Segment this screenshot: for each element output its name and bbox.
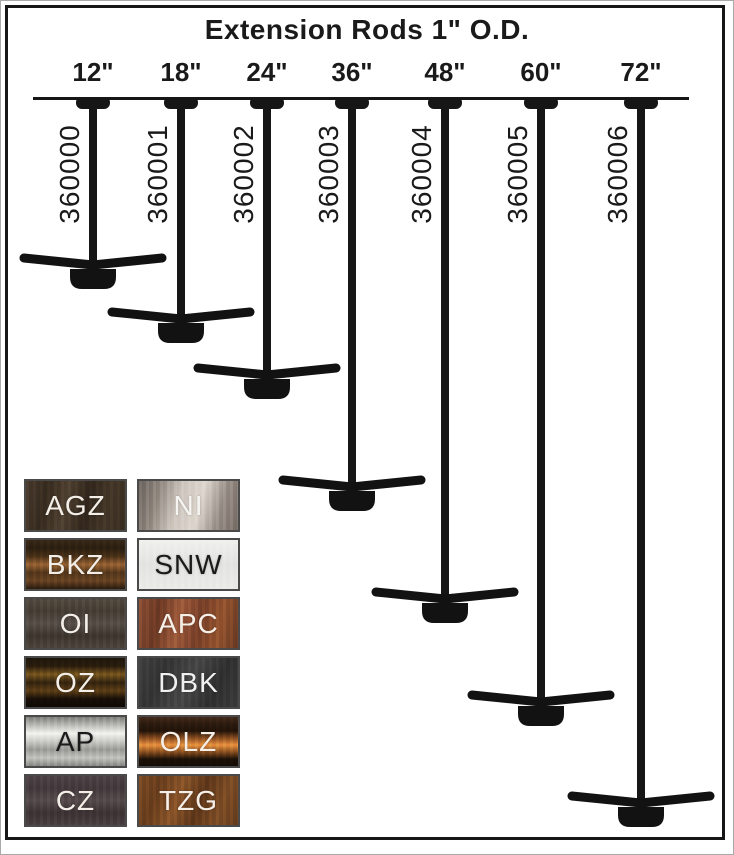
light-kit-bowl-icon: [244, 379, 290, 399]
rod: [441, 105, 449, 596]
rod-model-number: 360005: [502, 112, 533, 236]
rod-model-number-text: 360005: [502, 124, 533, 224]
finish-code-label: DBK: [158, 666, 219, 698]
rod-model-number: 360000: [54, 112, 85, 236]
ceiling-fan-fixture: [567, 791, 715, 827]
finish-code-label: NI: [173, 489, 204, 521]
rod-size-label: 60": [520, 57, 562, 87]
rod-model-number: 360001: [142, 112, 173, 236]
ceiling-fan-fixture: [19, 253, 167, 289]
light-kit-bowl-icon: [518, 706, 564, 726]
finish-code-label: BKZ: [46, 548, 105, 580]
rod-size-label: 18": [160, 57, 202, 87]
rod: [637, 105, 645, 800]
rod: [348, 105, 356, 484]
canopy-mount: [335, 98, 369, 109]
ceiling-fan-fixture: [193, 363, 341, 399]
canopy-mount: [624, 98, 658, 109]
rod: [537, 105, 545, 699]
finish-code-label: AP: [55, 725, 96, 757]
rod-size-label: 36": [331, 57, 373, 87]
canopy-mount: [164, 98, 198, 109]
finish-swatch: SNW: [137, 538, 240, 591]
rod-model-number-text: 360003: [313, 124, 344, 224]
ceiling-fan-fixture: [371, 587, 519, 623]
ceiling-fan-fixture: [278, 475, 426, 511]
finish-swatch: OI: [24, 597, 127, 650]
fan-blades-icon: [371, 587, 519, 604]
rod-model-number-text: 360004: [406, 124, 437, 224]
fan-blades-icon: [193, 363, 341, 380]
rod-model-number: 360006: [602, 112, 633, 236]
rod: [263, 105, 271, 372]
rod-size-label: 24": [246, 57, 288, 87]
finish-code-label: OLZ: [159, 725, 218, 757]
ceiling-fan-fixture: [467, 690, 615, 726]
rod-model-number-text: 360002: [228, 124, 259, 224]
fan-blades-icon: [567, 791, 715, 808]
page-title: Extension Rods 1" O.D.: [204, 14, 530, 45]
finish-swatch: TZG: [137, 774, 240, 827]
rod-model-number-text: 360001: [142, 124, 173, 224]
finish-code-label: SNW: [154, 548, 223, 580]
finish-swatch: CZ: [24, 774, 127, 827]
rod-model-number-text: 360000: [54, 124, 85, 224]
finish-code-label: AGZ: [45, 489, 106, 521]
finish-code-label: OZ: [55, 666, 96, 698]
finish-swatch: NI: [137, 479, 240, 532]
fan-blades-icon: [19, 253, 167, 270]
rod-model-number: 360004: [406, 112, 437, 236]
rod: [89, 105, 97, 262]
finish-swatch: OLZ: [137, 715, 240, 768]
canopy-mount: [250, 98, 284, 109]
fan-blades-icon: [278, 475, 426, 492]
finish-swatch: APC: [137, 597, 240, 650]
ceiling-fan-fixture: [107, 307, 255, 343]
finish-code-label: APC: [158, 607, 219, 639]
finish-swatch: AP: [24, 715, 127, 768]
finish-swatch: DBK: [137, 656, 240, 709]
rod-size-label: 72": [620, 57, 662, 87]
light-kit-bowl-icon: [618, 807, 664, 827]
light-kit-bowl-icon: [158, 323, 204, 343]
finish-swatch: OZ: [24, 656, 127, 709]
canopy-mount: [524, 98, 558, 109]
canopy-mount: [428, 98, 462, 109]
fan-blades-icon: [467, 690, 615, 707]
finish-code-label: CZ: [55, 784, 96, 816]
rod-model-number-text: 360006: [602, 124, 633, 224]
rod: [177, 105, 185, 316]
rod-size-label: 48": [424, 57, 466, 87]
rod-model-number: 360002: [228, 112, 259, 236]
finish-code-label: TZG: [159, 784, 218, 816]
light-kit-bowl-icon: [70, 269, 116, 289]
light-kit-bowl-icon: [329, 491, 375, 511]
finish-swatch: BKZ: [24, 538, 127, 591]
rod-size-label: 12": [72, 57, 114, 87]
fan-blades-icon: [107, 307, 255, 324]
canopy-mount: [76, 98, 110, 109]
finish-swatch: AGZ: [24, 479, 127, 532]
light-kit-bowl-icon: [422, 603, 468, 623]
finish-code-label: OI: [59, 607, 92, 639]
rod-model-number: 360003: [313, 112, 344, 236]
